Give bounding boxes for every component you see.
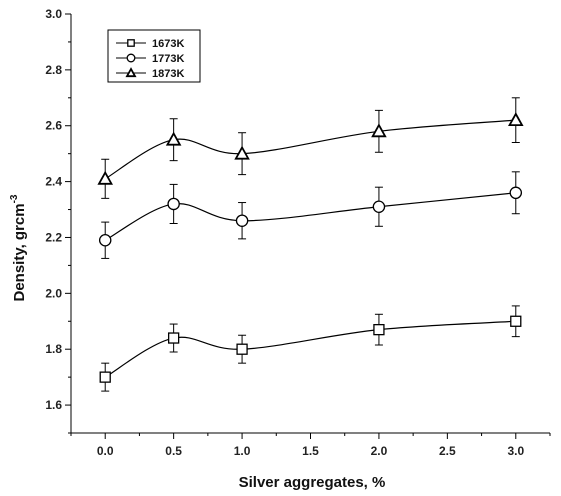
series-line — [104, 320, 516, 378]
y-tick-label: 2.4 — [45, 175, 62, 189]
y-axis-ticks: 1.6 1.8 2.0 2.2 2.4 2.6 2.8 3.0 — [45, 7, 71, 434]
series-1773K — [98, 171, 523, 259]
legend-marker — [127, 39, 135, 47]
y-axis-title-text: Density, grcm — [11, 203, 28, 301]
data-point — [99, 371, 111, 383]
data-point — [98, 234, 112, 247]
legend-label: 1773K — [152, 53, 184, 65]
legend-label: 1873K — [152, 68, 184, 80]
y-axis-title: Density, grcm-3 — [9, 194, 28, 301]
x-tick-label: 2.5 — [439, 444, 456, 458]
data-point — [167, 197, 180, 211]
x-tick-label: 0.0 — [97, 444, 114, 458]
series-line — [104, 119, 516, 180]
y-tick-label: 2.0 — [45, 286, 62, 300]
series-line — [104, 192, 516, 241]
y-axis-title-group: Density, grcm-3 — [9, 194, 28, 301]
x-tick-label: 0.5 — [165, 444, 182, 458]
data-point — [509, 186, 523, 200]
x-tick-label: 3.0 — [507, 444, 524, 458]
data-point — [167, 332, 180, 344]
series-1673K — [99, 305, 522, 392]
y-tick-label: 1.8 — [45, 342, 62, 356]
y-tick-label: 1.6 — [45, 398, 62, 412]
data-point — [372, 200, 386, 213]
x-tick-label: 2.0 — [371, 444, 388, 458]
x-tick-label: 1.0 — [234, 444, 251, 458]
series-1873K — [97, 97, 524, 199]
y-axis-title-superscript: -3 — [9, 194, 20, 203]
data-point — [373, 323, 385, 336]
data-point — [508, 112, 524, 127]
x-tick-label: 1.5 — [302, 444, 319, 458]
y-tick-label: 3.0 — [45, 7, 62, 21]
data-point — [371, 123, 387, 138]
y-tick-label: 2.2 — [45, 230, 62, 244]
legend: 1673K 1773K 1873K — [107, 29, 201, 83]
data-point — [234, 145, 250, 160]
data-point — [510, 315, 522, 327]
legend-label: 1673K — [152, 38, 184, 50]
data-point — [97, 170, 113, 185]
legend-marker — [126, 53, 136, 63]
series-layer — [97, 97, 524, 392]
data-point — [236, 343, 248, 355]
x-axis-ticks: 0.0 0.5 1.0 1.5 2.0 2.5 3.0 — [70, 433, 551, 458]
legend-marker — [125, 67, 137, 78]
data-point — [235, 214, 249, 227]
y-tick-label: 2.6 — [45, 119, 62, 133]
y-tick-label: 2.8 — [45, 63, 62, 77]
x-axis-title: Silver aggregates, % — [239, 474, 386, 491]
data-point — [165, 131, 182, 146]
